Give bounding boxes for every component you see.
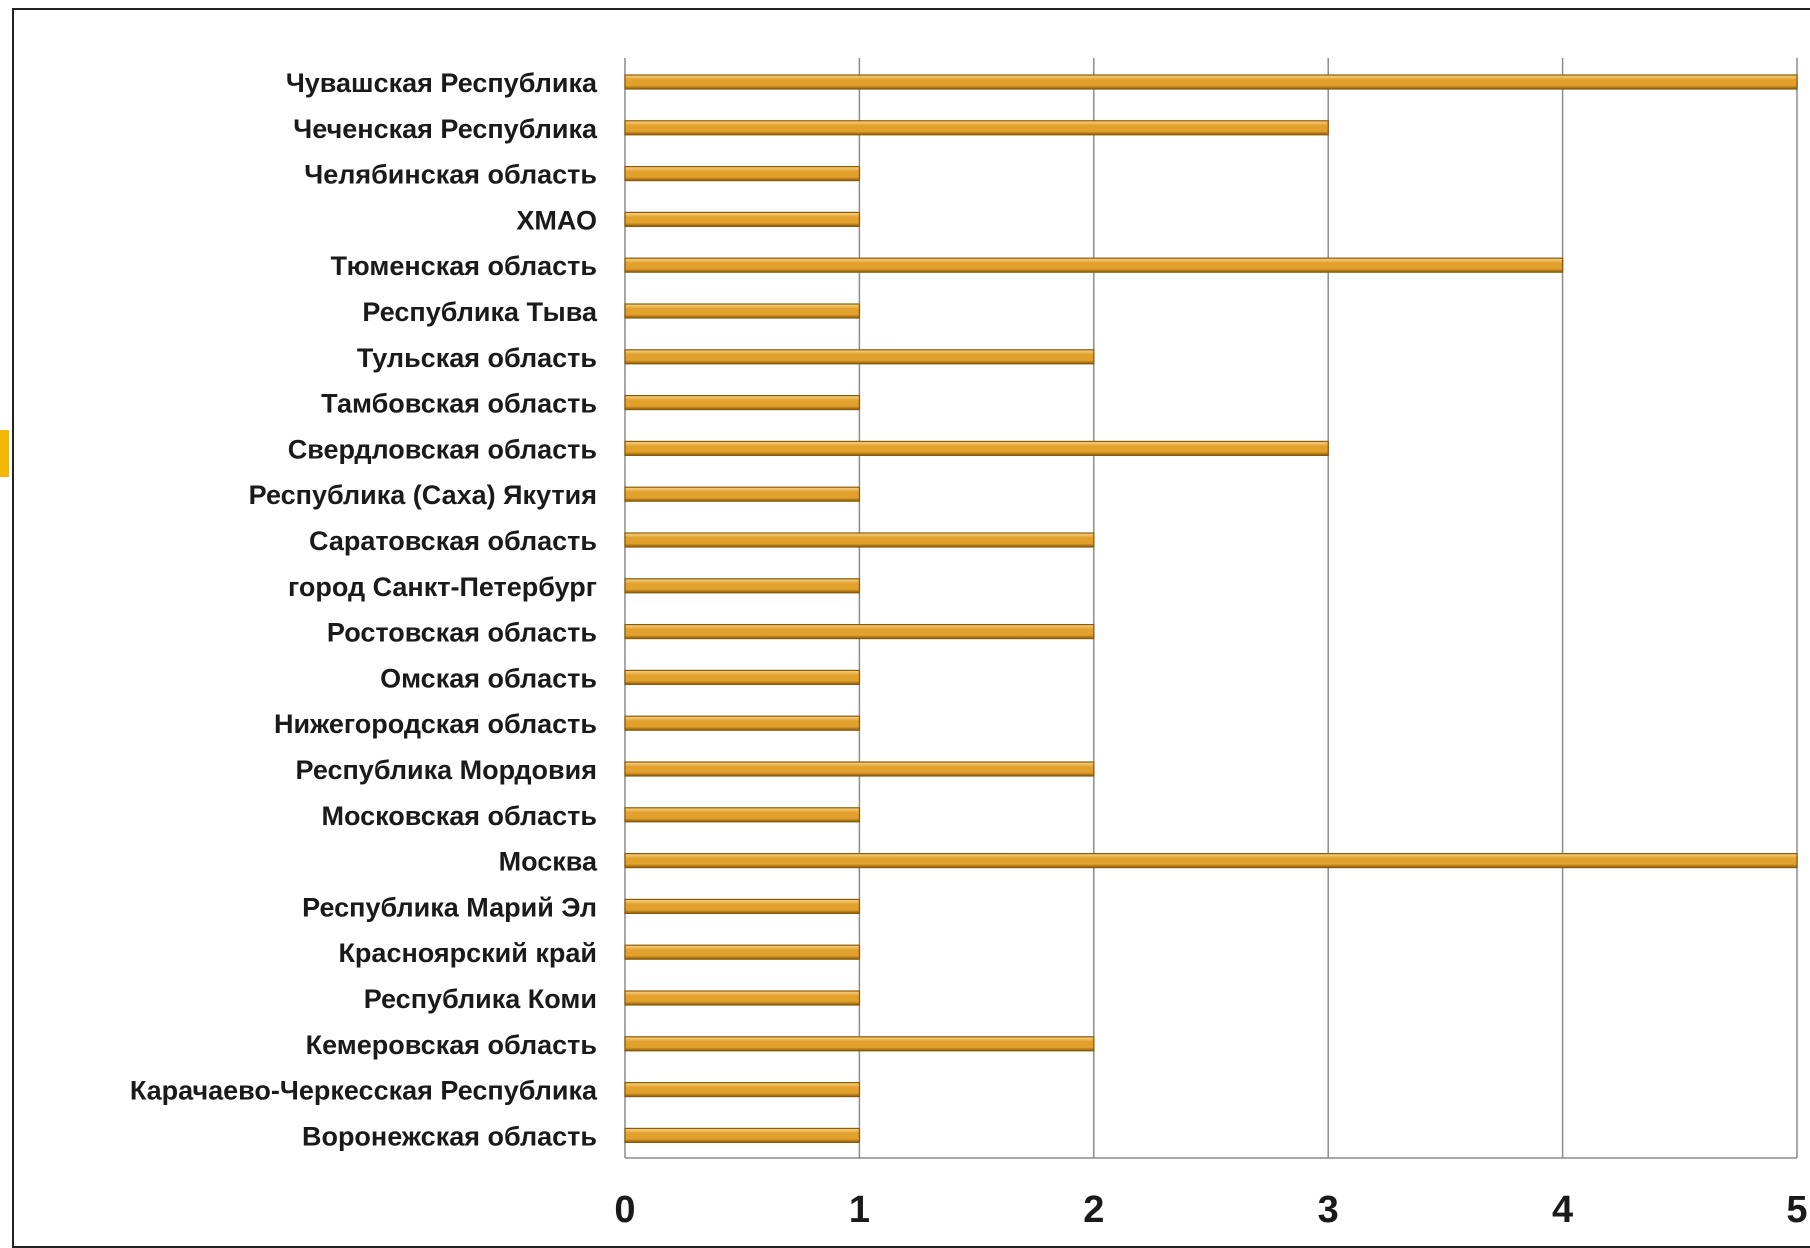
category-label-6: Тульская область xyxy=(357,343,597,373)
category-label-5: Республика Тыва xyxy=(362,297,598,327)
bar-19 xyxy=(624,944,860,960)
category-label-14: Нижегородская область xyxy=(274,709,597,739)
category-label-2: Челябинская область xyxy=(304,160,597,190)
bar-16 xyxy=(624,807,860,823)
bar-9 xyxy=(624,486,860,502)
category-label-19: Красноярский край xyxy=(338,938,597,968)
bar-6 xyxy=(624,349,1095,365)
x-tick-label-3: 3 xyxy=(1318,1189,1339,1225)
bar-21 xyxy=(624,1036,1095,1052)
x-tick-label-0: 0 xyxy=(614,1189,635,1225)
category-label-3: ХМАО xyxy=(516,205,597,235)
category-label-7: Тамбовская область xyxy=(321,389,597,419)
bar-17 xyxy=(624,852,1798,869)
category-label-21: Кемеровская область xyxy=(306,1030,597,1060)
category-label-9: Республика (Саха) Якутия xyxy=(249,480,597,510)
bar-8 xyxy=(624,440,1329,456)
category-label-11: город Санкт-Петербург xyxy=(288,572,597,602)
category-label-0: Чувашская Республика xyxy=(286,68,598,98)
bar-12 xyxy=(624,623,1095,640)
category-label-20: Республика Коми xyxy=(364,984,597,1014)
bar-5 xyxy=(624,303,860,319)
category-label-16: Московская область xyxy=(321,801,597,831)
bar-20 xyxy=(624,990,860,1006)
bar-15 xyxy=(624,761,1095,777)
bar-10 xyxy=(624,532,1095,548)
bar-3 xyxy=(624,211,860,227)
bars xyxy=(624,74,1798,1144)
category-label-13: Омская область xyxy=(380,663,597,693)
x-tick-label-5: 5 xyxy=(1786,1189,1807,1225)
x-tick-label-2: 2 xyxy=(1083,1189,1104,1225)
category-label-23: Воронежская область xyxy=(302,1121,597,1151)
category-label-12: Ростовская область xyxy=(327,618,597,648)
accent-tab xyxy=(0,430,9,477)
category-label-18: Республика Марий Эл xyxy=(302,892,597,922)
bar-14 xyxy=(624,715,860,731)
bar-11 xyxy=(624,578,860,594)
x-tick-label-4: 4 xyxy=(1552,1189,1573,1225)
bar-7 xyxy=(624,395,860,411)
x-tick-label-1: 1 xyxy=(849,1189,870,1225)
bar-4 xyxy=(624,257,1564,273)
category-label-8: Свердловская область xyxy=(288,434,597,464)
bar-2 xyxy=(624,166,860,182)
x-axis-tick-labels: 0 1 2 3 4 5 xyxy=(614,1189,1807,1225)
bar-0 xyxy=(624,74,1798,90)
bar-22 xyxy=(624,1081,860,1098)
category-label-22: Карачаево-Черкесская Республика xyxy=(130,1076,598,1106)
bar-13 xyxy=(624,669,860,686)
category-label-10: Саратовская область xyxy=(309,526,597,556)
grid-lines xyxy=(624,58,1798,1159)
bar-18 xyxy=(624,898,860,915)
category-labels: Чувашская Республика Чеченская Республика… xyxy=(130,68,598,1151)
category-label-1: Чеченская Республика xyxy=(293,114,598,144)
bar-1 xyxy=(624,120,1329,136)
category-label-17: Москва xyxy=(499,847,598,877)
category-label-15: Республика Мордовия xyxy=(295,755,597,785)
category-label-4: Тюменская область xyxy=(331,251,597,281)
bar-23 xyxy=(624,1127,860,1144)
